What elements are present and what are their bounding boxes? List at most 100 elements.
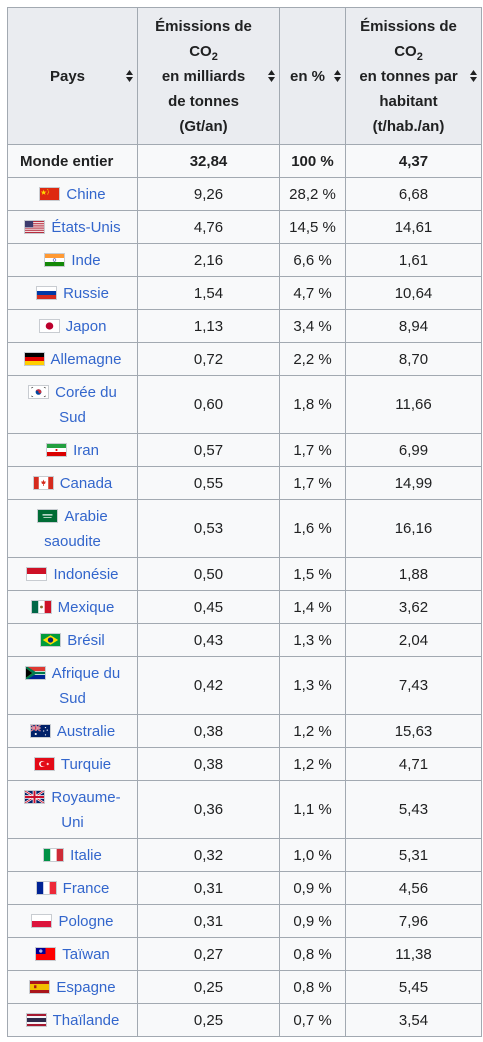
country-link[interactable]: Chine (66, 185, 106, 203)
percent-cell: 1,4 % (279, 590, 346, 624)
country-link[interactable]: France (62, 879, 110, 897)
flag-thailand-icon (25, 1012, 47, 1027)
per-capita-cell: 5,45 (345, 970, 482, 1004)
country-link[interactable]: Royaume-Uni (51, 788, 121, 831)
country-link[interactable]: Taïwan (62, 945, 110, 963)
country-link[interactable]: Inde (71, 251, 101, 269)
per-capita-cell: 8,70 (345, 342, 482, 376)
per-capita-cell: 5,43 (345, 780, 482, 839)
country-cell: Brésil (7, 623, 138, 657)
emissions-cell: 0,25 (137, 1003, 280, 1037)
flag-saudi-arabia-icon (37, 508, 59, 523)
percent-cell: 1,2 % (279, 714, 346, 748)
country-link[interactable]: Iran (73, 441, 99, 459)
flag-usa-icon (24, 219, 46, 234)
column-header-country[interactable]: Pays (7, 7, 138, 145)
emissions-cell: 0,43 (137, 623, 280, 657)
country-link[interactable]: Italie (70, 846, 102, 864)
country-link[interactable]: Australie (56, 722, 116, 740)
percent-cell: 0,9 % (279, 871, 346, 905)
table-row: Chine 9,26 28,2 % 6,68 (7, 177, 482, 211)
flag-india-icon (44, 252, 66, 267)
world-per-capita: 4,37 (345, 144, 482, 178)
country-link[interactable]: Arabie saoudite (44, 507, 108, 550)
table-row: Turquie 0,38 1,2 % 4,71 (7, 747, 482, 781)
country-cell: Mexique (7, 590, 138, 624)
emissions-cell: 0,50 (137, 557, 280, 591)
percent-cell: 28,2 % (279, 177, 346, 211)
per-capita-cell: 6,99 (345, 433, 482, 467)
country-cell: Chine (7, 177, 138, 211)
per-capita-cell: 7,43 (345, 656, 482, 715)
country-link[interactable]: Canada (59, 474, 113, 492)
table-row: États-Unis 4,76 14,5 % 14,61 (7, 210, 482, 244)
per-capita-cell: 4,56 (345, 871, 482, 905)
table-row: Arabie saoudite 0,53 1,6 % 16,16 (7, 499, 482, 558)
per-capita-cell: 4,71 (345, 747, 482, 781)
country-cell: Iran (7, 433, 138, 467)
world-percent: 100 % (279, 144, 346, 178)
country-cell: États-Unis (7, 210, 138, 244)
country-link[interactable]: Espagne (56, 978, 116, 996)
percent-cell: 3,4 % (279, 309, 346, 343)
country-cell: Espagne (7, 970, 138, 1004)
country-link[interactable]: Turquie (60, 755, 112, 773)
flag-germany-icon (23, 351, 45, 366)
column-header-per-capita-label: Émissions de CO2 en tonnes par habitant (t/h… (359, 17, 458, 135)
flag-japan-icon (38, 318, 60, 333)
country-link[interactable]: États-Unis (51, 218, 121, 236)
table-row: Russie 1,54 4,7 % 10,64 (7, 276, 482, 310)
country-link[interactable]: Mexique (57, 598, 115, 616)
per-capita-cell: 7,96 (345, 904, 482, 938)
country-link[interactable]: Corée du Sud (55, 383, 117, 426)
country-link[interactable]: Japon (65, 317, 107, 335)
country-link[interactable]: Indonésie (53, 565, 119, 583)
table-row: Inde 2,16 6,6 % 1,61 (7, 243, 482, 277)
country-link[interactable]: Brésil (67, 631, 105, 649)
country-cell: Thaïlande (7, 1003, 138, 1037)
country-link[interactable]: Afrique du Sud (51, 664, 121, 707)
table-row: Thaïlande 0,25 0,7 % 3,54 (7, 1003, 482, 1037)
table-row: Afrique du Sud 0,42 1,3 % 7,43 (7, 656, 482, 715)
column-header-percent-label: en % (289, 67, 325, 85)
country-cell: Canada (7, 466, 138, 500)
percent-cell: 0,8 % (279, 937, 346, 971)
flag-china-icon (39, 186, 61, 201)
table-row: Italie 0,32 1,0 % 5,31 (7, 838, 482, 872)
flag-indonesia-icon (26, 566, 48, 581)
emissions-cell: 1,13 (137, 309, 280, 343)
column-header-emissions[interactable]: Émissions de CO2 en milliards de tonnes (Gt/… (137, 7, 280, 145)
percent-cell: 1,3 % (279, 656, 346, 715)
percent-cell: 6,6 % (279, 243, 346, 277)
percent-cell: 1,8 % (279, 375, 346, 434)
percent-cell: 1,1 % (279, 780, 346, 839)
column-header-per-capita[interactable]: Émissions de CO2 en tonnes par habitant (t/h… (345, 7, 482, 145)
table-row: Canada 0,55 1,7 % 14,99 (7, 466, 482, 500)
flag-south-korea-icon (28, 384, 50, 399)
flag-turkey-icon (33, 756, 55, 771)
flag-france-icon (35, 880, 57, 895)
world-emissions: 32,84 (137, 144, 280, 178)
percent-cell: 14,5 % (279, 210, 346, 244)
per-capita-cell: 11,38 (345, 937, 482, 971)
per-capita-cell: 11,66 (345, 375, 482, 434)
country-cell: Royaume-Uni (7, 780, 138, 839)
country-cell: Japon (7, 309, 138, 343)
emissions-cell: 0,72 (137, 342, 280, 376)
table-header-row: Pays Émissions de CO2 en milliards de tonne… (7, 7, 482, 145)
per-capita-cell: 1,61 (345, 243, 482, 277)
country-link[interactable]: Thaïlande (52, 1011, 120, 1029)
country-link[interactable]: Pologne (58, 912, 114, 930)
per-capita-cell: 14,99 (345, 466, 482, 500)
flag-brazil-icon (40, 632, 62, 647)
country-link[interactable]: Russie (63, 284, 109, 302)
per-capita-cell: 14,61 (345, 210, 482, 244)
world-label: Monde entier (7, 144, 138, 178)
country-cell: Taïwan (7, 937, 138, 971)
country-link[interactable]: Allemagne (50, 350, 122, 368)
table-row: Australie 0,38 1,2 % 15,63 (7, 714, 482, 748)
table-row: Allemagne 0,72 2,2 % 8,70 (7, 342, 482, 376)
flag-canada-icon (32, 475, 54, 490)
flag-russia-icon (36, 285, 58, 300)
column-header-percent[interactable]: en % (279, 7, 346, 145)
